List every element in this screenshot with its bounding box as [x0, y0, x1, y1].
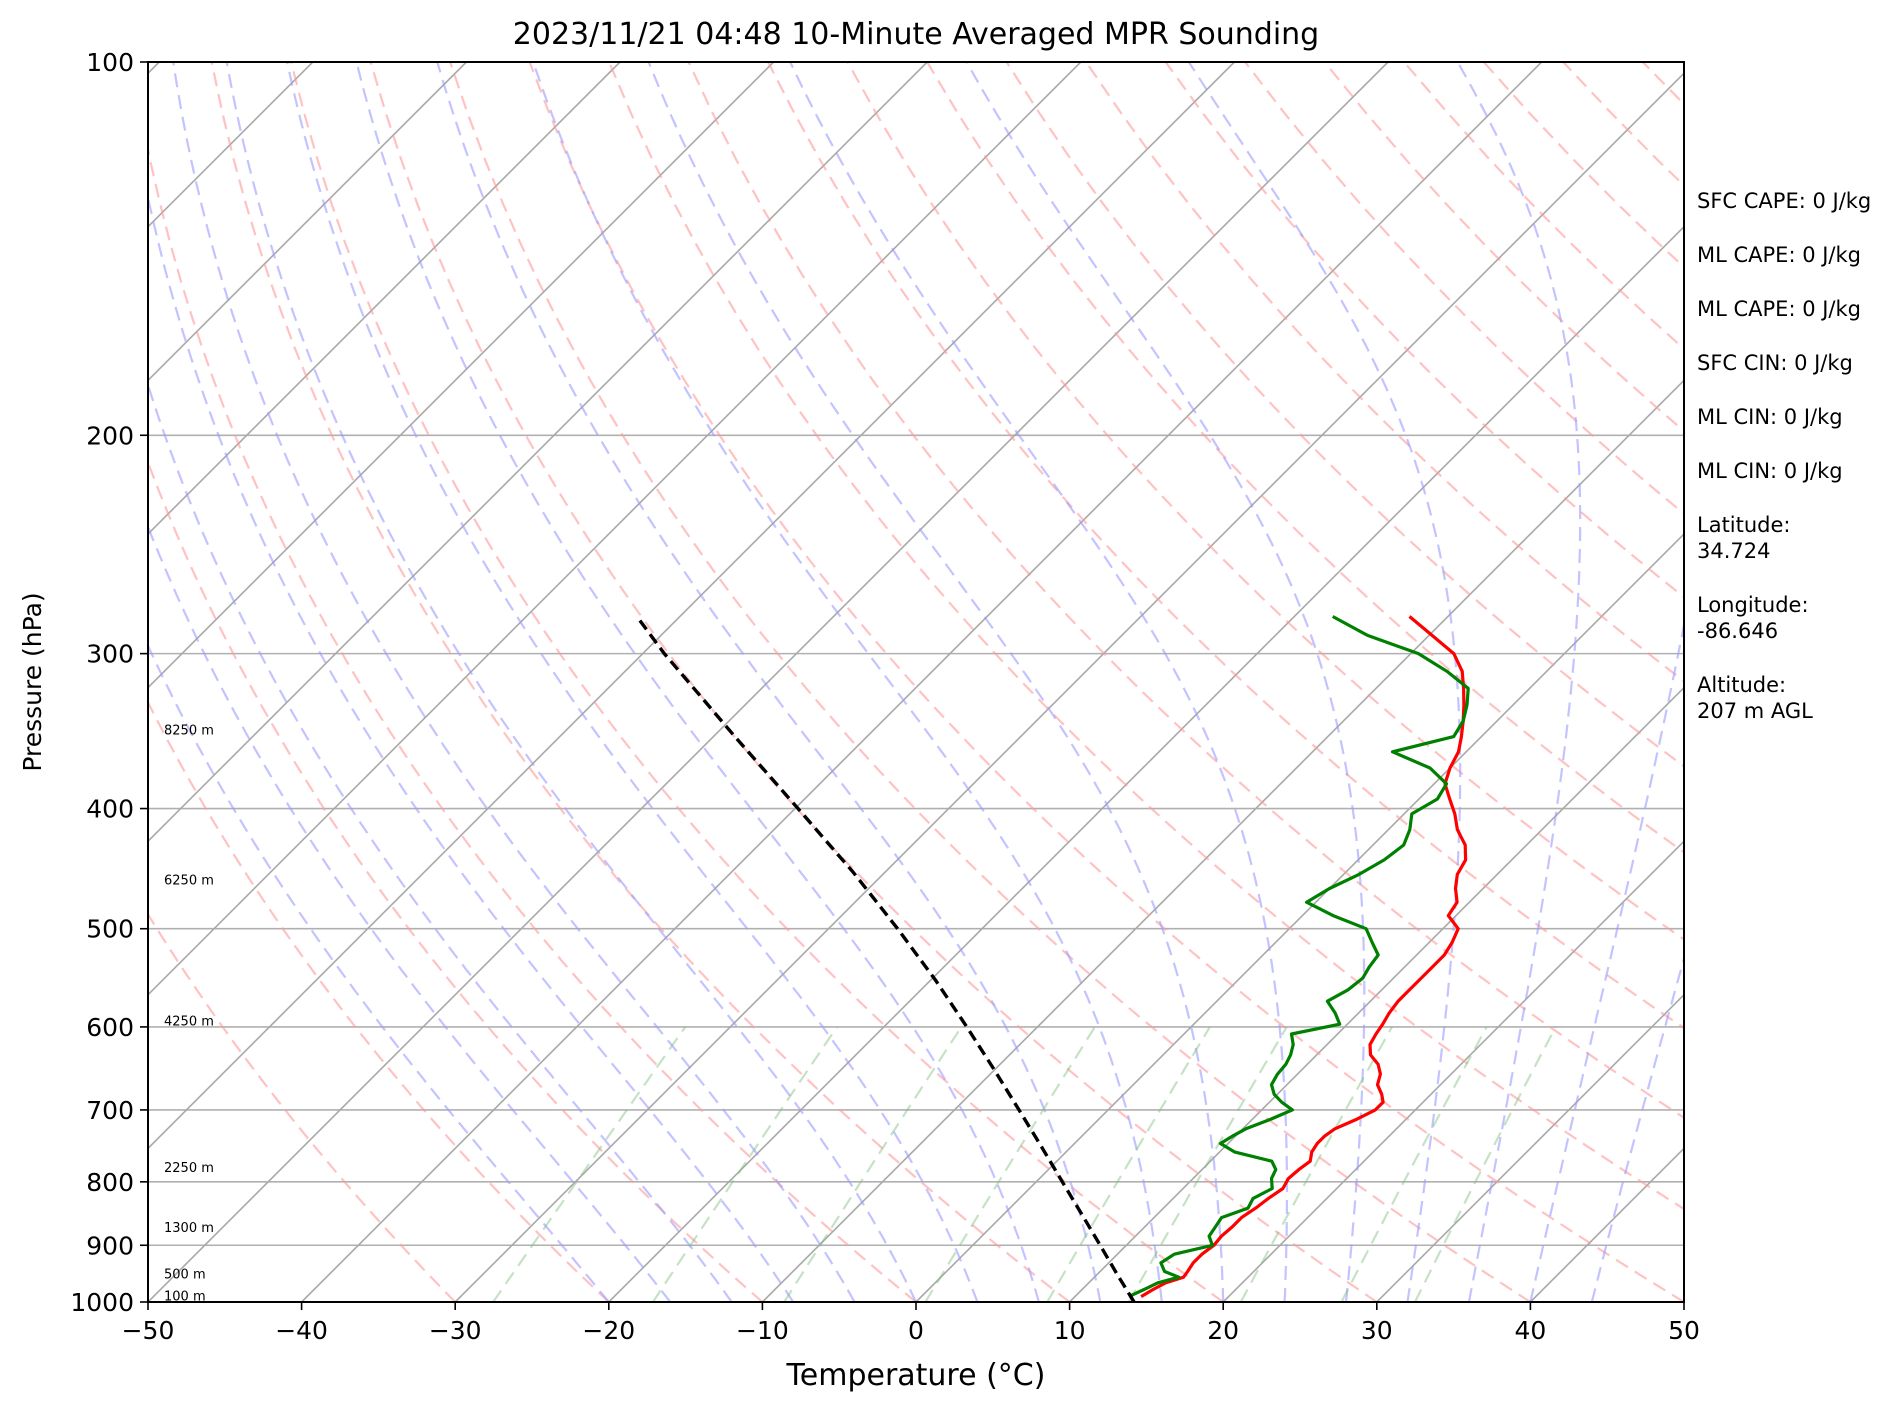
- isotherm-line: [1222, 840, 1684, 1302]
- moist-adiabat: [172, 62, 856, 1302]
- mixing-ratio-line: [1239, 1026, 1393, 1302]
- height-label: 1300 m: [164, 1221, 214, 1236]
- isotherm-line: [148, 62, 1082, 996]
- x-tick-label: −10: [736, 1316, 789, 1345]
- chart-title: 2023/11/21 04:48 10-Minute Averaged MPR …: [513, 17, 1319, 52]
- isotherm-line: [0, 62, 6, 1302]
- y-tick-label: 900: [86, 1231, 134, 1260]
- dry-adiabat: [148, 143, 917, 1302]
- ml-cape-text-2: ML CAPE: 0 J/kg: [1697, 297, 1862, 321]
- y-tick-label: 200: [86, 421, 134, 450]
- isotherm-line: [148, 62, 1389, 1302]
- moist-adiabat: [148, 523, 672, 1302]
- moist-adiabat: [789, 62, 1289, 1302]
- sfc-cape-text: SFC CAPE: 0 J/kg: [1697, 189, 1872, 213]
- x-tick-label: 30: [1361, 1316, 1393, 1345]
- moist-adiabat: [148, 192, 795, 1302]
- isotherm-line: [148, 62, 621, 536]
- mixing-ratio-line: [783, 1026, 963, 1302]
- longitude-text: Longitude: -86.646: [1697, 593, 1809, 643]
- x-tick-label: −30: [429, 1316, 482, 1345]
- moist-adiabat: [965, 62, 1366, 1302]
- moist-adiabat: [286, 62, 979, 1302]
- y-tick-label: 500: [86, 915, 134, 944]
- isotherm-line: [454, 72, 1684, 1302]
- x-tick-label: −20: [582, 1316, 635, 1345]
- dry-adiabat: [687, 62, 1684, 1120]
- sfc-cin-text: SFC CIN: 0 J/kg: [1697, 351, 1853, 375]
- altitude-text: Altitude: 207 m AGL: [1697, 673, 1813, 723]
- isotherm-line: [301, 62, 1543, 1302]
- dry-adiabat: [148, 459, 764, 1302]
- isotherm-line: [148, 62, 1235, 1150]
- x-tick-label: 10: [1054, 1316, 1086, 1345]
- ml-cin-text-2: ML CIN: 0 J/kg: [1697, 459, 1843, 483]
- mixing-ratio-line: [1127, 1026, 1288, 1302]
- isotherm-line: [761, 379, 1684, 1302]
- y-tick-label: 1000: [70, 1288, 134, 1317]
- x-tick-label: −40: [275, 1316, 328, 1345]
- dry-adiabat: [1164, 62, 1684, 599]
- isotherm-line: [1376, 993, 1684, 1302]
- y-axis-label: Pressure (hPa): [18, 592, 47, 771]
- y-tick-label: 400: [86, 795, 134, 824]
- parcel-profile-line: [635, 615, 1136, 1302]
- height-label: 6250 m: [164, 873, 214, 888]
- dry-adiabat: [449, 62, 1531, 1302]
- height-label: 100 m: [164, 1290, 206, 1305]
- x-tick-label: −50: [122, 1316, 175, 1345]
- moist-adiabat: [148, 381, 733, 1302]
- height-label: 4250 m: [164, 1014, 214, 1029]
- dry-adiabat: [369, 62, 1378, 1302]
- moist-adiabat: [532, 62, 1163, 1302]
- y-tick-label: 700: [86, 1096, 134, 1125]
- dry-adiabat: [148, 912, 456, 1302]
- mixing-ratio-line: [1414, 1026, 1557, 1302]
- x-tick-label: 40: [1514, 1316, 1546, 1345]
- height-label: 8250 m: [164, 723, 214, 738]
- y-tick-label: 300: [86, 640, 134, 669]
- y-tick-label: 600: [86, 1013, 134, 1042]
- latitude-text: Latitude: 34.724: [1697, 513, 1791, 563]
- isotherm-line: [148, 62, 928, 843]
- dry-adiabat: [1085, 62, 1684, 683]
- moist-adiabat: [1187, 62, 1462, 1302]
- mixing-ratio-line: [1046, 1026, 1211, 1302]
- moist-adiabat: [1590, 954, 1684, 1302]
- height-label: 2250 m: [164, 1161, 214, 1176]
- sounding-info-panel: SFC CAPE: 0 J/kg ML CAPE: 0 J/kg ML CAPE…: [1697, 188, 1871, 752]
- mixing-ratio-line: [924, 1026, 1096, 1302]
- moist-adiabat: [1529, 619, 1684, 1302]
- plot-frame: [147, 61, 1685, 1303]
- x-tick-label: 50: [1668, 1316, 1700, 1345]
- ml-cape-text: ML CAPE: 0 J/kg: [1697, 243, 1862, 267]
- moist-adiabat: [225, 62, 917, 1302]
- isotherm-line: [148, 62, 775, 689]
- dry-adiabat: [528, 62, 1684, 1302]
- isotherm-line: [148, 62, 467, 382]
- isotherm-line: [608, 225, 1684, 1302]
- moist-adiabat: [1456, 62, 1582, 1302]
- moist-adiabat: [355, 62, 1040, 1302]
- y-tick-label: 800: [86, 1168, 134, 1197]
- dewpoint-line: [1128, 615, 1470, 1299]
- mixing-ratio-line: [492, 1026, 687, 1302]
- x-tick-label: 20: [1207, 1316, 1239, 1345]
- x-tick-label: 0: [908, 1316, 924, 1345]
- x-axis-label: Temperature (°C): [786, 1358, 1046, 1393]
- dry-adiabat: [210, 62, 1071, 1302]
- moist-adiabat: [647, 62, 1225, 1302]
- height-label: 500 m: [164, 1267, 206, 1282]
- mixing-ratio-line: [1340, 1026, 1488, 1302]
- mixing-ratio-line: [651, 1026, 838, 1302]
- y-tick-label: 100: [86, 48, 134, 77]
- dry-adiabat: [767, 62, 1684, 1030]
- dry-adiabat: [608, 62, 1684, 1211]
- ml-cin-text: ML CIN: 0 J/kg: [1697, 405, 1843, 429]
- moist-adiabat: [148, 643, 610, 1302]
